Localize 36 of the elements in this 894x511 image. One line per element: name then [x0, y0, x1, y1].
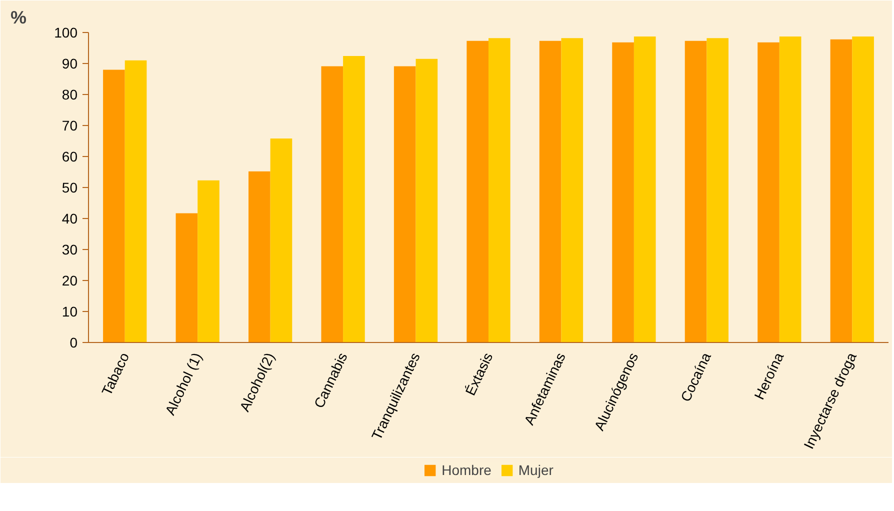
- y-tick-label: 80: [62, 86, 78, 102]
- bar: [852, 36, 874, 342]
- bar: [198, 180, 220, 342]
- y-tick-label: 90: [62, 56, 78, 72]
- y-tick-label: 30: [62, 242, 78, 258]
- y-tick-label: 0: [70, 334, 78, 350]
- bar: [684, 40, 707, 342]
- bar: [758, 42, 780, 342]
- bar: [343, 56, 365, 342]
- bar: [706, 38, 728, 342]
- y-tick-label: 100: [54, 24, 78, 40]
- y-tick-label: 10: [62, 304, 78, 320]
- y-tick-label: 40: [62, 210, 78, 226]
- y-axis-title: %: [10, 8, 27, 28]
- bar: [830, 39, 852, 342]
- bar: [634, 36, 656, 342]
- bar: [394, 66, 416, 342]
- bar: [539, 40, 562, 342]
- bar: [561, 38, 584, 342]
- bar: [124, 60, 147, 342]
- bar: [103, 70, 125, 342]
- bar: [321, 66, 344, 342]
- bar: [416, 58, 438, 342]
- y-tick-label: 20: [62, 272, 78, 288]
- bar: [466, 40, 488, 342]
- bar: [248, 171, 270, 342]
- y-tick-label: 70: [62, 118, 78, 134]
- bar: [488, 38, 510, 342]
- legend-label: Mujer: [518, 462, 554, 478]
- y-tick-label: 50: [62, 180, 78, 196]
- bar: [176, 213, 198, 342]
- bar: [779, 36, 802, 342]
- bar: [612, 42, 634, 342]
- legend-label: Hombre: [442, 462, 492, 478]
- bar: [270, 138, 292, 342]
- y-tick-label: 60: [62, 148, 78, 164]
